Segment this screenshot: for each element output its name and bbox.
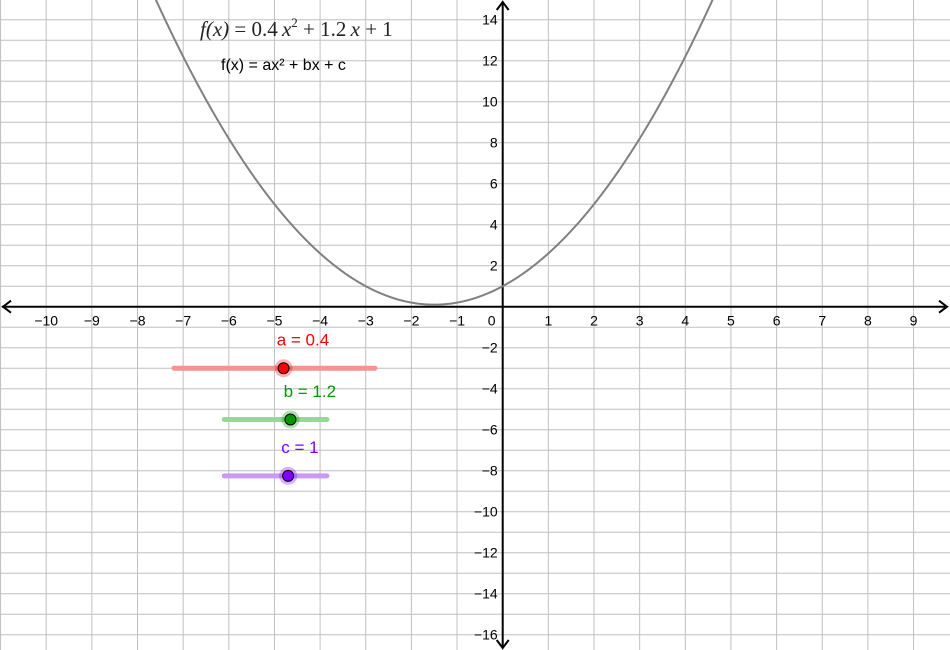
formula-var: x — [281, 17, 292, 41]
formula-coef-a: 0.4 — [251, 17, 278, 41]
x-tick-label: 9 — [910, 313, 918, 329]
x-tick-label: 1 — [544, 313, 552, 329]
x-tick-label: −5 — [266, 313, 282, 329]
formula-plus: + — [365, 17, 378, 41]
slider-label: b = 1.2 — [284, 382, 336, 401]
x-tick-label: 4 — [681, 313, 689, 329]
x-tick-label: −6 — [221, 313, 237, 329]
y-tick-label: −4 — [482, 381, 498, 397]
tick-labels: −10 −9 −8 −7 −6 −5 −4 −3 −2 −1 0 1 2 3 4 5 6 7 8 9141210864… — [34, 12, 917, 643]
x-tick-label: −1 — [449, 313, 465, 329]
x-tick-label: −9 — [84, 313, 100, 329]
x-tick-label: 0 — [488, 313, 496, 329]
slider-b[interactable]: b = 1.2 — [221, 382, 336, 429]
x-tick-label: −3 — [358, 313, 374, 329]
generic-formula-text: f(x) = ax² + bx + c — [221, 57, 346, 74]
y-tick-label: 10 — [482, 94, 498, 110]
x-tick-label: −10 — [34, 313, 58, 329]
formula-equals: = — [234, 17, 247, 41]
y-tick-label: 14 — [482, 12, 498, 28]
y-tick-label: −8 — [482, 463, 498, 479]
x-tick-label: −7 — [175, 313, 191, 329]
slider-a[interactable]: a = 0.4 — [171, 331, 378, 378]
x-tick-label: 5 — [727, 313, 735, 329]
x-tick-label: 3 — [636, 313, 644, 329]
formula-plus: + — [303, 17, 315, 41]
x-axis-arrow-left-icon — [1, 299, 12, 314]
formula-var: x — [350, 17, 360, 41]
x-axis-arrow-right-icon — [938, 299, 949, 314]
x-tick-label: 2 — [590, 313, 598, 329]
y-tick-label: 6 — [490, 176, 498, 192]
x-tick-label: 7 — [818, 313, 826, 329]
slider-handle[interactable] — [282, 469, 295, 482]
y-tick-label: −10 — [474, 504, 498, 520]
y-tick-label: 8 — [490, 135, 498, 151]
slider-label: c = 1 — [281, 438, 318, 457]
y-tick-label: 12 — [482, 53, 498, 69]
y-tick-label: 2 — [490, 258, 498, 274]
y-tick-label: −16 — [474, 627, 498, 643]
function-graph-f[interactable] — [0, 0, 950, 306]
y-tick-label: −6 — [482, 422, 498, 438]
formula-coef-c: 1 — [382, 17, 393, 41]
x-tick-label: 6 — [773, 313, 781, 329]
formula-lhs: f(x) — [200, 17, 230, 41]
slider-label: a = 0.4 — [277, 331, 329, 350]
x-tick-label: −2 — [403, 313, 419, 329]
slider-c[interactable]: c = 1 — [221, 438, 330, 485]
sliders[interactable]: a = 0.4 b = 1.2 c = 1 — [171, 331, 378, 485]
formula-coef-b: 1.2 — [320, 17, 347, 41]
slider-handle[interactable] — [284, 413, 297, 426]
y-axis-arrow-down-icon — [495, 639, 510, 650]
function-formula-text: f(x) = 0.4 x2 + 1.2 x + 1 — [200, 16, 393, 42]
x-tick-label: −4 — [312, 313, 328, 329]
y-axis-arrow-up-icon — [495, 0, 510, 11]
y-tick-label: −14 — [474, 586, 498, 602]
x-tick-label: 8 — [864, 313, 872, 329]
formula-exponent: 2 — [291, 15, 298, 30]
x-tick-label: −8 — [130, 313, 146, 329]
y-tick-label: −12 — [474, 545, 498, 561]
slider-handle[interactable] — [277, 362, 290, 375]
y-tick-label: 4 — [490, 217, 498, 233]
y-tick-label: −2 — [482, 340, 498, 356]
